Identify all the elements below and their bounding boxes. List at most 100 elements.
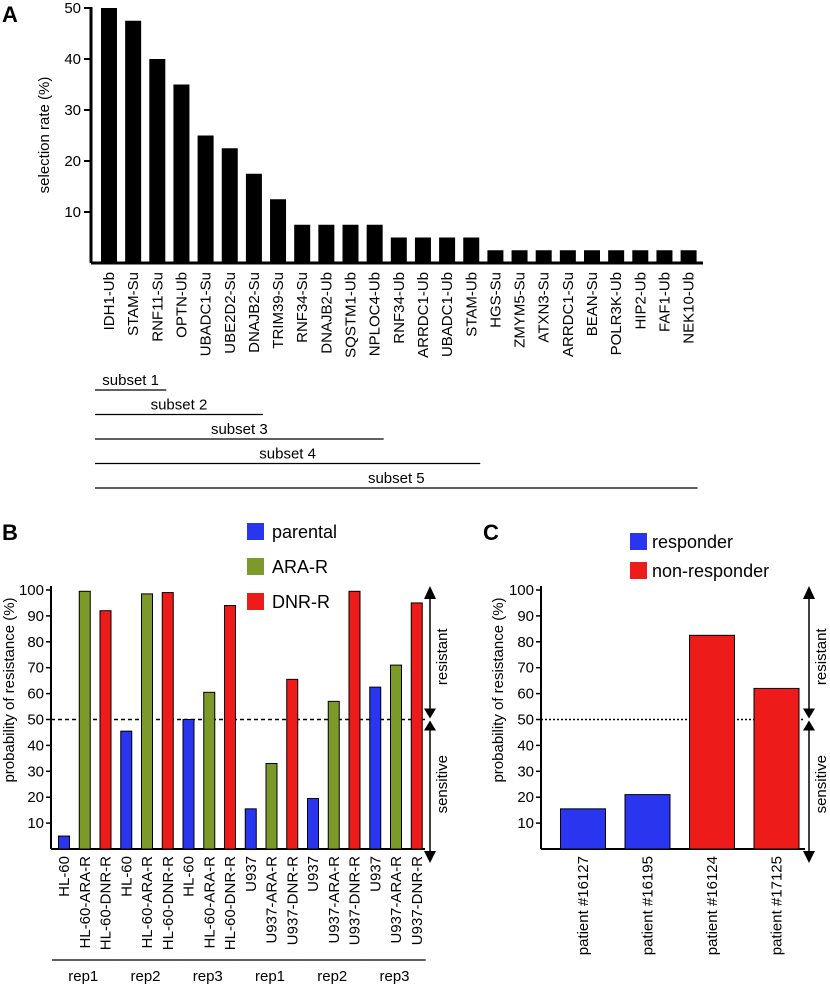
panel-b-bar [348, 590, 361, 850]
panel-b-category-label: HL-60 [181, 856, 198, 897]
panel-a-category-label: NEK10-Ub [681, 272, 698, 344]
panel-b-category-label: U937-DNR-R [409, 856, 426, 945]
panel-b-category-label: U937-ARA-R [388, 856, 405, 944]
panel-b-y-tick-label: 40 [27, 737, 44, 754]
panel-a-y-axis-title: selection rate (%) [36, 77, 53, 194]
panel-a-y-tick-label: 30 [64, 102, 81, 119]
panel-a-category-label: UBE2D2-Su [222, 272, 239, 354]
panel-b-category-label: HL-60-ARA-R [201, 856, 218, 949]
panel-b-y-tick-label: 20 [27, 789, 44, 806]
panel-c-y-axis-title: probability of resistance (%) [490, 597, 507, 782]
panel-b-bar [244, 808, 257, 850]
panel-a-category-label: DNAJB2-Ub [318, 272, 335, 354]
panel-a-category-label: RNF34-Su [294, 272, 311, 343]
panel-a-y-tick-label: 40 [64, 51, 81, 68]
legend-swatch-parental [247, 523, 264, 540]
panel-b-bar [141, 593, 153, 850]
legend-label: ARA-R [272, 557, 328, 577]
panel-b-category-labels: HL-60 HL-60-ARA-R HL-60-DNR-R HL-60 HL-60-AR… [56, 856, 426, 950]
panel-b-category-label: U937-ARA-R [264, 856, 281, 944]
panel-c-y-tick-label: 50 [517, 712, 534, 729]
panel-b-bar [99, 610, 112, 850]
panel-a-category-labels: IDH1-Ub STAM-Su RNF11-Su OPTN-Ub UBADC1-Su UB… [101, 272, 698, 358]
panel-b-bar [286, 678, 299, 850]
legend-label: DNR-R [272, 592, 330, 612]
panel-c-axes: 10 20 30 40 50 60 70 80 90 100 [509, 582, 805, 850]
panel-c-y-tick-label: 20 [517, 789, 534, 806]
panel-c-sensitive-label: sensitive [813, 755, 830, 813]
panel-c-y-tick-label: 80 [517, 634, 534, 651]
panel-a-category-label: OPTN-Ub [173, 272, 190, 338]
panel-a-y-tick-label: 20 [64, 153, 81, 170]
panel-a-category-label: SQSTM1-Ub [343, 272, 360, 358]
panel-b-group-label: rep1 [255, 968, 285, 985]
panel-b-category-label: HL-60 [56, 856, 73, 897]
panel-a-category-label: FAF1-Ub [656, 272, 673, 332]
panel-a-bar [149, 59, 166, 263]
panel-a-category-label: HGS-Su [487, 272, 504, 328]
panel-b-bar [161, 592, 174, 850]
panel-c-arrow-mid-up-head [803, 720, 815, 731]
panel-a-bar [608, 250, 625, 263]
panel-b-y-tick-label: 30 [27, 763, 44, 780]
panel-c-y-tick-label: 70 [517, 660, 534, 677]
panel-a-subset-label: subset 3 [211, 421, 268, 438]
panel-b-y-tick-label: 80 [27, 634, 44, 651]
panel-a-subset-label: subset 5 [368, 470, 425, 487]
panel-a-category-label: ATXN3-Su [536, 272, 553, 343]
panel-a-bar [656, 250, 673, 263]
panel-b-bar [265, 763, 278, 850]
panel-a-bar [101, 8, 117, 263]
panel-a-category-label: POLR3K-Ub [608, 272, 625, 355]
panel-c-annotations: resistant sensitive [803, 586, 830, 863]
panel-b-y-tick-label: 10 [27, 815, 44, 832]
panel-c-arrow-up-head [803, 586, 815, 599]
panel-c-category-label: patient #16127 [575, 856, 592, 955]
panel-a-bar [632, 250, 649, 263]
panel-c-legend: responder non-responder [630, 532, 769, 581]
panel-c-bar [560, 808, 606, 850]
panel-c-arrow-mid-down-head [803, 708, 815, 719]
panel-a-bar [390, 237, 407, 263]
panel-a-category-label: ZMYM5-Su [512, 272, 529, 348]
panel-a-bar [584, 250, 600, 263]
panel-label-b: B [2, 520, 18, 545]
panel-a-bar [245, 173, 262, 263]
panel-b-resistant-label: resistant [434, 628, 451, 686]
panel-a-bar [342, 224, 359, 263]
panel-b-y-tick-label: 70 [27, 660, 44, 677]
panel-b-group-label: rep2 [130, 968, 160, 985]
panel-c-y-tick-label: 60 [517, 686, 534, 703]
panel-c-y-tick-label: 40 [517, 737, 534, 754]
panel-b-bar [58, 835, 70, 850]
panel-a-category-label: HIP2-Ub [632, 272, 649, 330]
panel-b-category-label: U937 [305, 856, 322, 892]
panel-a-subset-label: subset 1 [102, 372, 159, 389]
panel-b-category-label: U937-DNR-R [284, 856, 301, 945]
panel-a-y-tick-label: 50 [64, 0, 81, 17]
panel-b-annotations: resistant sensitive [424, 586, 451, 863]
legend-swatch-responder [630, 533, 647, 550]
panel-b-y-axis-title: probability of resistance (%) [1, 597, 18, 782]
panel-label-a: A [2, 2, 18, 27]
panel-c-bar [689, 634, 735, 850]
panel-b-bar [307, 797, 319, 850]
panel-a-bar [680, 250, 697, 263]
panel-b-category-label: HL-60-DNR-R [222, 856, 239, 950]
legend-label: responder [652, 532, 733, 552]
panel-a-bar [487, 250, 504, 263]
panel-c-bar [753, 687, 800, 850]
panel-a-bar [535, 250, 552, 263]
panel-a-category-label: STAM-Su [125, 272, 142, 336]
panel-b-category-label: U937 [243, 856, 260, 892]
panel-b-bar [224, 605, 236, 850]
panel-a-category-label: UBADC1-Su [198, 272, 215, 356]
panel-a-category-label: NPLOC4-Ub [367, 272, 384, 356]
panel-a-bar [414, 237, 431, 263]
panel-b-bar [327, 700, 340, 850]
panel-b-category-label: U937-DNR-R [347, 856, 364, 945]
panel-a-category-label: ARRDC1-Ub [415, 272, 432, 358]
legend-swatch-ara-r [247, 558, 264, 575]
panel-b-bar [78, 590, 91, 850]
